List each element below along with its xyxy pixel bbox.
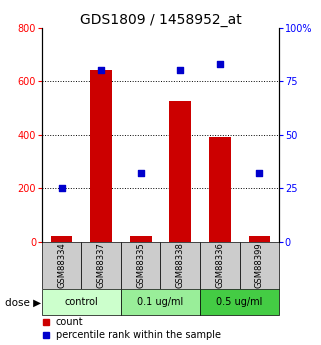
Text: GSM88399: GSM88399: [255, 243, 264, 288]
Bar: [81, 241, 121, 289]
Bar: [42, 241, 81, 289]
Bar: [51, 236, 73, 241]
Point: [138, 170, 143, 176]
Bar: [90, 70, 112, 242]
Bar: [42, 289, 121, 315]
Point: [59, 185, 64, 191]
Bar: [209, 137, 231, 242]
Bar: [160, 241, 200, 289]
Bar: [248, 236, 270, 241]
Point: [178, 68, 183, 73]
Text: percentile rank within the sample: percentile rank within the sample: [56, 330, 221, 340]
Text: 0.1 ug/ml: 0.1 ug/ml: [137, 297, 184, 307]
Point: [217, 61, 222, 67]
Bar: [200, 289, 279, 315]
Bar: [130, 236, 152, 241]
Title: GDS1809 / 1458952_at: GDS1809 / 1458952_at: [80, 12, 241, 27]
Point: [257, 170, 262, 176]
Text: control: control: [65, 297, 98, 307]
Bar: [169, 101, 191, 242]
Bar: [121, 289, 200, 315]
Text: GSM88335: GSM88335: [136, 243, 145, 288]
Text: dose ▶: dose ▶: [5, 297, 41, 307]
Bar: [121, 241, 160, 289]
Text: GSM88338: GSM88338: [176, 243, 185, 288]
Bar: [200, 241, 240, 289]
Text: count: count: [56, 317, 83, 327]
Text: GSM88336: GSM88336: [215, 243, 224, 288]
Text: GSM88334: GSM88334: [57, 243, 66, 288]
Bar: [240, 241, 279, 289]
Point: [99, 68, 104, 73]
Text: 0.5 ug/ml: 0.5 ug/ml: [216, 297, 263, 307]
Text: GSM88337: GSM88337: [97, 243, 106, 288]
